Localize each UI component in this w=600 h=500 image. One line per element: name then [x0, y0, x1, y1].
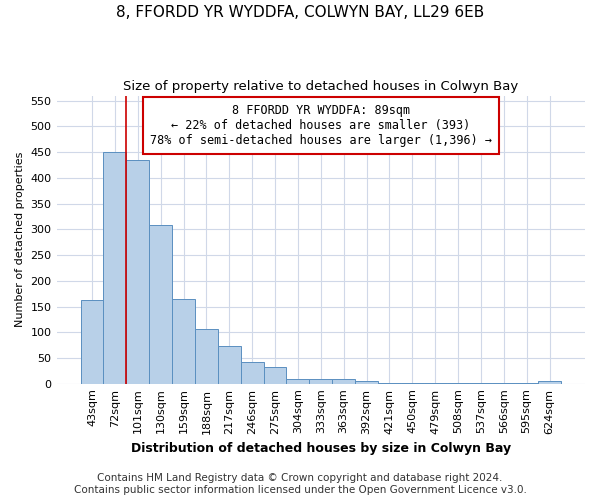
Bar: [493, 382, 515, 384]
Text: Contains HM Land Registry data © Crown copyright and database right 2024.
Contai: Contains HM Land Registry data © Crown c…: [74, 474, 526, 495]
Bar: [446, 382, 469, 384]
Bar: [310, 378, 332, 384]
Bar: [378, 382, 401, 384]
Bar: [149, 225, 172, 384]
Text: 8 FFORDD YR WYDDFA: 89sqm
← 22% of detached houses are smaller (393)
78% of semi: 8 FFORDD YR WYDDFA: 89sqm ← 22% of detac…: [150, 104, 492, 147]
Bar: [355, 381, 378, 384]
Bar: [195, 328, 218, 384]
Y-axis label: Number of detached properties: Number of detached properties: [15, 152, 25, 328]
Bar: [172, 299, 195, 384]
Bar: [424, 382, 446, 384]
Bar: [127, 160, 149, 384]
Bar: [538, 381, 561, 384]
Bar: [286, 378, 310, 384]
X-axis label: Distribution of detached houses by size in Colwyn Bay: Distribution of detached houses by size …: [131, 442, 511, 455]
Bar: [218, 346, 241, 384]
Bar: [241, 362, 263, 384]
Bar: [332, 378, 355, 384]
Title: Size of property relative to detached houses in Colwyn Bay: Size of property relative to detached ho…: [123, 80, 518, 93]
Bar: [103, 152, 127, 384]
Bar: [515, 382, 538, 384]
Bar: [469, 382, 493, 384]
Bar: [263, 366, 286, 384]
Bar: [80, 300, 103, 384]
Bar: [401, 382, 424, 384]
Text: 8, FFORDD YR WYDDFA, COLWYN BAY, LL29 6EB: 8, FFORDD YR WYDDFA, COLWYN BAY, LL29 6E…: [116, 5, 484, 20]
